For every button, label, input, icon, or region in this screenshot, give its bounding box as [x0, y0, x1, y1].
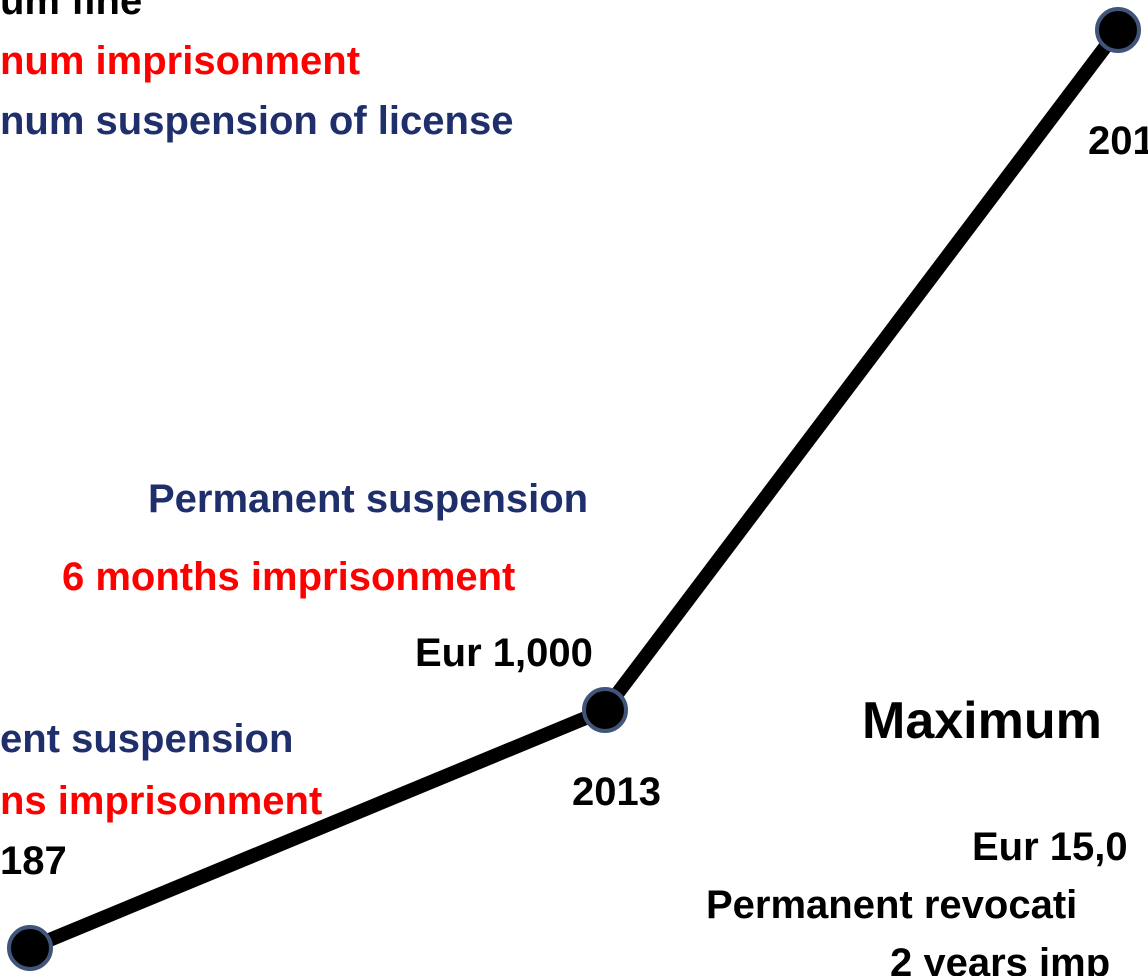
maximum-imprisonment: 2 years imp	[890, 941, 1110, 976]
imprisonment-label: ns imprisonment	[0, 779, 322, 823]
year-label: 187	[0, 839, 67, 883]
year-label: 2013	[572, 770, 661, 814]
timeline-node	[582, 687, 628, 733]
maximum-title: Maximum	[862, 692, 1102, 750]
legend-fine: um fine	[0, 0, 142, 23]
maximum-fine: Eur 15,0	[972, 825, 1128, 869]
legend-suspension: num suspension of license	[0, 99, 513, 143]
suspension-label: Permanent suspension	[148, 477, 588, 521]
maximum-revocation: Permanent revocati	[706, 883, 1077, 927]
year-label: 201	[1088, 119, 1148, 163]
timeline-node	[1095, 7, 1141, 53]
suspension-label: ent suspension	[0, 717, 293, 761]
fine-label: Eur 1,000	[415, 631, 593, 675]
timeline-node	[7, 925, 53, 971]
imprisonment-label: 6 months imprisonment	[62, 555, 515, 599]
legend-imprisonment: num imprisonment	[0, 39, 360, 83]
